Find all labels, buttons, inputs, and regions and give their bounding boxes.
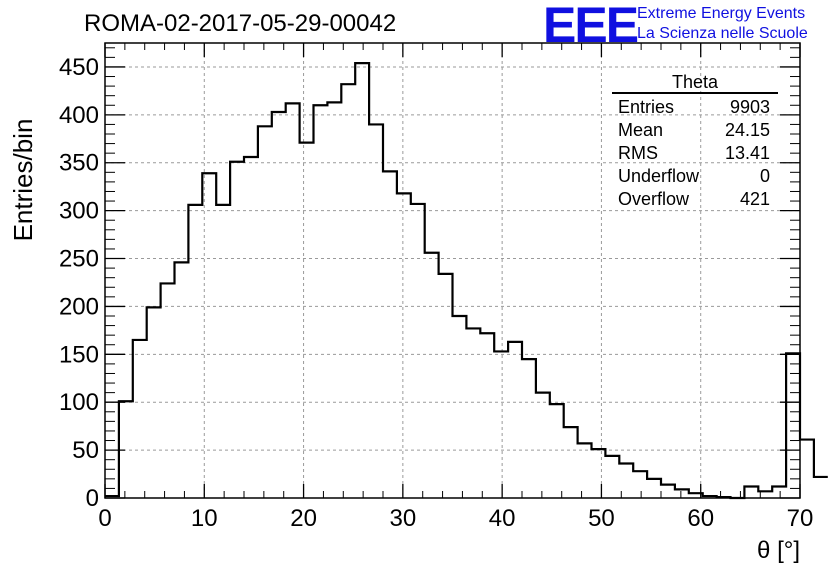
stats-row-mean: Mean 24.15 xyxy=(612,119,778,142)
x-tick-label: 20 xyxy=(290,505,317,532)
stats-value: 13.41 xyxy=(724,143,770,163)
stats-value: 421 xyxy=(739,189,770,209)
stats-label: RMS xyxy=(618,143,658,163)
stats-row-entries: Entries 9903 xyxy=(612,96,778,119)
y-tick-label: 350 xyxy=(59,150,99,177)
x-tick-label: 10 xyxy=(191,505,218,532)
y-tick-label: 200 xyxy=(59,293,99,320)
stats-title: Theta xyxy=(612,72,778,94)
stats-box: Theta Entries 9903 Mean 24.15 RMS 13.41 … xyxy=(612,72,778,211)
logo-text-line1: Extreme Energy Events xyxy=(637,5,806,22)
stats-label: Mean xyxy=(618,120,664,140)
y-axis-label: Entries/bin xyxy=(8,119,38,242)
stats-row-rms: RMS 13.41 xyxy=(612,142,778,165)
stats-value: 9903 xyxy=(729,97,770,117)
y-tick-label: 450 xyxy=(59,54,99,81)
plot-frame xyxy=(104,42,801,499)
stats-label: Entries xyxy=(618,97,675,117)
y-tick-label: 150 xyxy=(59,341,99,368)
logo-text-line2: La Scienza nelle Scuole xyxy=(637,25,808,42)
histogram-line xyxy=(105,62,828,500)
y-tick-label: 0 xyxy=(86,485,99,512)
y-tick-label: 250 xyxy=(59,246,99,273)
x-axis-ticks: 0 10 20 30 40 50 60 70 xyxy=(98,43,813,532)
eee-logo: EEE xyxy=(543,0,639,53)
x-axis-label: θ [°] xyxy=(757,537,800,564)
stats-row-underflow: Underflow 0 xyxy=(612,165,778,188)
y-tick-label: 300 xyxy=(59,198,99,225)
x-tick-label: 0 xyxy=(98,505,111,532)
stats-value: 0 xyxy=(759,166,770,186)
x-tick-label: 60 xyxy=(687,505,714,532)
stats-label: Underflow xyxy=(618,166,700,186)
stats-row-overflow: Overflow 421 xyxy=(612,188,778,211)
chart-title: ROMA-02-2017-05-29-00042 xyxy=(84,10,397,37)
y-tick-label: 400 xyxy=(59,102,99,129)
y-tick-label: 100 xyxy=(59,389,99,416)
x-tick-label: 50 xyxy=(588,505,615,532)
grid-lines xyxy=(105,43,800,498)
x-tick-label: 40 xyxy=(489,505,516,532)
stats-value: 24.15 xyxy=(724,120,770,140)
x-tick-label: 70 xyxy=(787,505,814,532)
x-tick-label: 30 xyxy=(390,505,417,532)
y-tick-label: 50 xyxy=(72,437,99,464)
y-axis-ticks: 0 50 100 150 200 250 300 350 400 450 xyxy=(59,47,800,512)
stats-label: Overflow xyxy=(618,189,690,209)
